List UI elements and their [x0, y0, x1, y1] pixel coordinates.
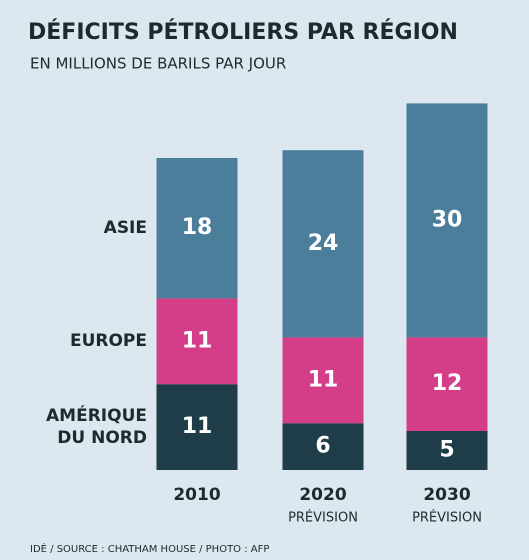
value-label: 24: [308, 231, 339, 256]
bar-segment: [406, 337, 488, 431]
x-tick-label: 2010: [173, 485, 220, 505]
legend-label: ASIE: [103, 218, 147, 239]
legend-label: EUROPE: [69, 331, 147, 352]
value-label: 11: [182, 328, 213, 353]
chart-subtitle: EN MILLIONS DE BARILS PAR JOUR: [30, 55, 286, 73]
chart-title: DÉFICITS PÉTROLIERS PAR RÉGION: [28, 19, 458, 45]
bar-segment: [406, 103, 488, 338]
value-label: 11: [182, 414, 213, 439]
source: IDÉ / SOURCE : CHATHAM HOUSE / PHOTO : A…: [30, 542, 269, 555]
bar-segment: [282, 337, 364, 424]
value-label: 6: [315, 434, 330, 459]
value-label: 11: [308, 367, 339, 392]
x-tick-label: 2030: [423, 485, 470, 505]
x-tick-note: PRÉVISION: [288, 510, 358, 526]
x-tick-label: 2020: [299, 485, 346, 505]
value-label: 5: [439, 438, 454, 463]
bar-segment: [406, 431, 488, 470]
bar-segment: [282, 423, 364, 470]
value-label: 18: [182, 215, 213, 240]
bar-segment: [156, 298, 238, 385]
bar-segment: [156, 384, 238, 470]
x-tick-note: PRÉVISION: [412, 510, 482, 526]
value-label: 12: [432, 371, 463, 396]
bar-segment: [282, 150, 364, 338]
bar-segment: [156, 158, 238, 299]
legend-label: AMÉRIQUE DU NORD: [46, 406, 147, 449]
value-label: 30: [432, 207, 463, 232]
